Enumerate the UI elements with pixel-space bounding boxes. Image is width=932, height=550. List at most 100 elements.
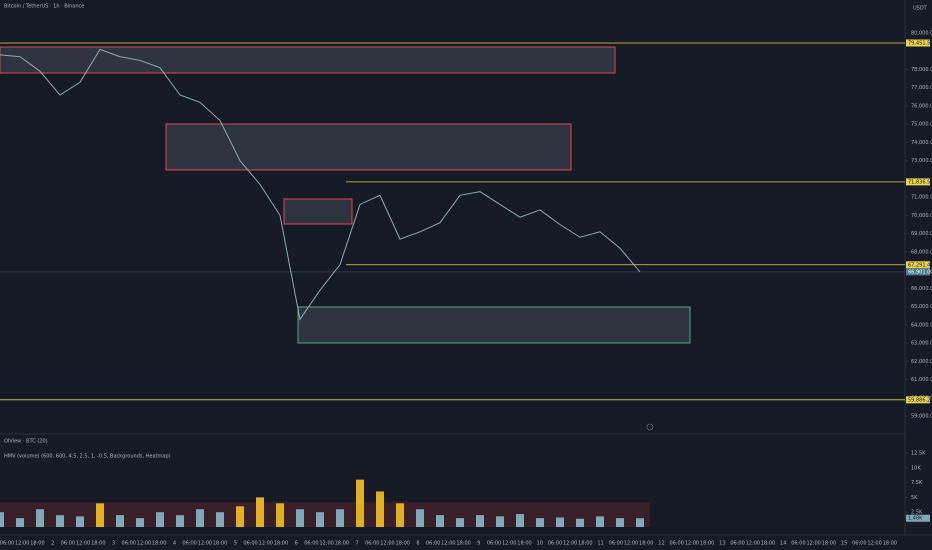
x-tick-label: 6	[295, 541, 298, 547]
x-tick-label: 12:00	[319, 541, 333, 547]
x-tick-label: 9	[477, 541, 480, 547]
volume-bar	[196, 509, 204, 527]
y-tick-label: 65,000.00	[911, 304, 932, 310]
y-tick-label: 62,000.00	[911, 359, 932, 365]
volume-bar	[416, 509, 424, 527]
y-tick-label: 66,000.00	[911, 286, 932, 292]
zone-box	[165, 123, 572, 171]
y-tick-label: 74,000.00	[911, 140, 932, 146]
volume-bar	[476, 515, 484, 527]
x-tick-label: 06:00	[852, 541, 866, 547]
x-tick-label: 4	[173, 541, 176, 547]
x-tick-label: 06:00	[365, 541, 379, 547]
volume-bar	[396, 503, 404, 527]
level-badge	[906, 39, 930, 47]
volume-bar	[76, 516, 84, 527]
volume-badge	[906, 514, 930, 522]
x-tick-label: 18:00	[578, 541, 592, 547]
x-tick-label: 11	[597, 541, 603, 547]
x-tick-label: 06:00	[669, 541, 683, 547]
y-tick-label: 12.5K	[911, 451, 926, 457]
x-tick-label: 12	[658, 541, 664, 547]
x-tick-label: 12:00	[441, 541, 455, 547]
x-tick-label: 12:00	[502, 541, 516, 547]
zone-box	[297, 306, 691, 344]
y-tick-label: 59,000.00	[911, 414, 932, 420]
x-tick-label: 18:00	[396, 541, 410, 547]
currency-label: USDT	[913, 6, 928, 12]
x-tick-label: 18:00	[517, 541, 531, 547]
x-tick-label: 06:00	[609, 541, 623, 547]
x-tick-label: 12:00	[806, 541, 820, 547]
x-tick-label: 06:00	[730, 541, 744, 547]
y-tick-label: 7.5K	[911, 480, 923, 486]
volume-bar	[616, 518, 624, 527]
y-tick-label: 64,000.00	[911, 322, 932, 328]
zone-box	[0, 46, 616, 74]
volume-bar	[316, 512, 324, 527]
x-tick-label: 06:00	[0, 541, 14, 547]
y-tick-label: 73,000.00	[911, 158, 932, 164]
x-tick-label: 18:00	[213, 541, 227, 547]
y-tick-label: 5K	[911, 495, 918, 501]
volume-bar	[336, 509, 344, 527]
level-badge	[906, 178, 930, 186]
x-tick-label: 12:00	[198, 541, 212, 547]
x-tick-label: 12:00	[624, 541, 638, 547]
volume-bar	[136, 518, 144, 527]
y-tick-label: 2.5K	[911, 510, 923, 516]
x-tick-label: 18:00	[91, 541, 105, 547]
x-tick-label: 18:00	[335, 541, 349, 547]
x-tick-label: 18:00	[152, 541, 166, 547]
level-label: 79,451.58	[908, 41, 932, 47]
x-tick-label: 18:00	[822, 541, 836, 547]
x-tick-label: 12:00	[15, 541, 29, 547]
x-tick-label: 12:00	[259, 541, 273, 547]
volume-bar	[556, 517, 564, 527]
x-tick-label: 14	[780, 541, 786, 547]
level-label: 67,291.41	[908, 262, 932, 268]
y-tick-label: 61,000.00	[911, 377, 932, 383]
x-tick-label: 06:00	[243, 541, 257, 547]
volume-bar	[56, 515, 64, 527]
volume-bar	[176, 515, 184, 527]
x-tick-label: 18:00	[700, 541, 714, 547]
volume-bar	[596, 516, 604, 527]
indicator-title: HMV (volume) (600, 600, 4.5, 2.5, 1, -0.…	[4, 454, 171, 460]
level-label: 71,836.56	[908, 179, 932, 185]
x-tick-label: 3	[112, 541, 115, 547]
y-tick-label: 76,000.00	[911, 103, 932, 109]
volume-bar	[456, 518, 464, 527]
volume-bar	[116, 515, 124, 527]
level-badge	[906, 396, 930, 404]
x-tick-label: 12:00	[76, 541, 90, 547]
x-tick-label: 18:00	[761, 541, 775, 547]
y-tick-label: 78,000.00	[911, 67, 932, 73]
volume-bar	[156, 512, 164, 527]
volume-bar	[96, 503, 104, 527]
volume-bar	[216, 512, 224, 527]
y-tick-label: 70,000.00	[911, 213, 932, 219]
x-tick-label: 12:00	[563, 541, 577, 547]
y-tick-label: 69,000.00	[911, 231, 932, 237]
x-tick-label: 12:00	[137, 541, 151, 547]
x-tick-label: 06:00	[61, 541, 75, 547]
price-line	[0, 48, 641, 321]
x-tick-label: 18:00	[274, 541, 288, 547]
x-tick-label: 06:00	[548, 541, 562, 547]
x-tick-label: 12:00	[867, 541, 881, 547]
volume-label: 1.48K	[908, 516, 923, 522]
x-tick-label: 18:00	[456, 541, 470, 547]
x-tick-label: 18:00	[30, 541, 44, 547]
volume-bar	[536, 518, 544, 527]
volume-bar	[36, 509, 44, 527]
scroll-button[interactable]	[646, 423, 654, 431]
y-tick-label: 68,000.00	[911, 249, 932, 255]
y-tick-label: 77,000.00	[911, 85, 932, 91]
price-label: 66,901.00	[908, 269, 932, 275]
volume-bar	[236, 506, 244, 527]
volume-bar	[256, 497, 264, 527]
x-tick-label: 06:00	[487, 541, 501, 547]
